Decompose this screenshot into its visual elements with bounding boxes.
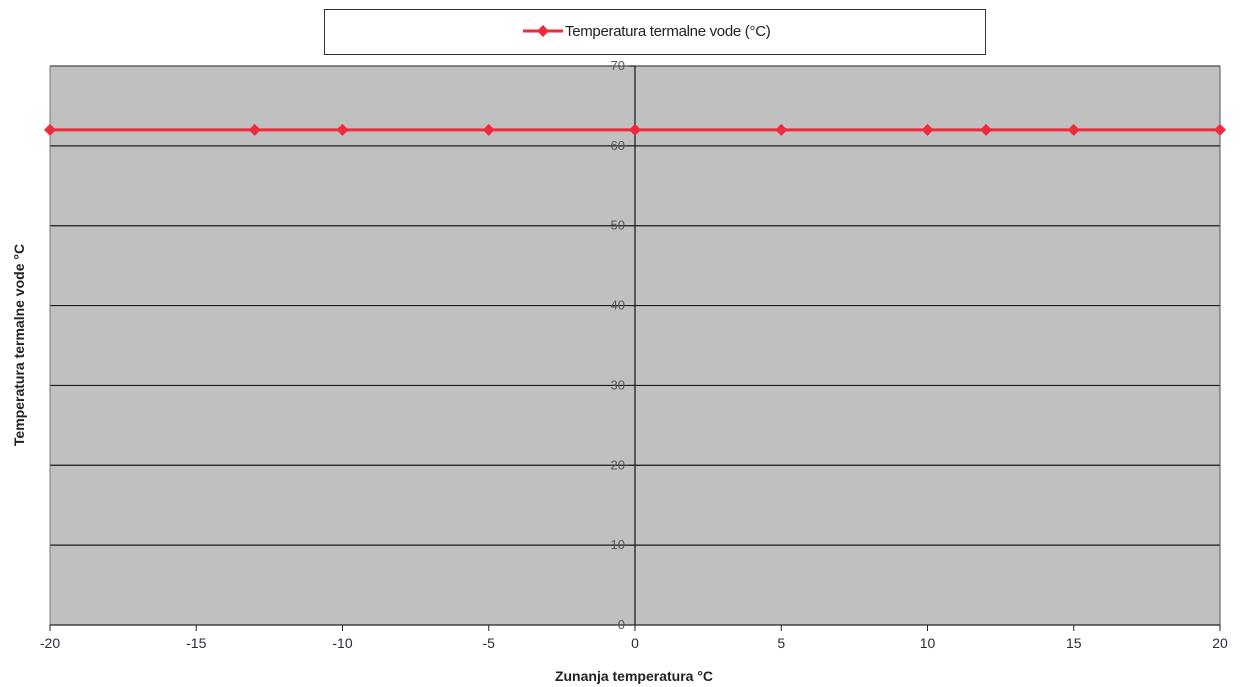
x-tick-label: 5 (777, 635, 785, 651)
x-tick-label: -15 (186, 635, 206, 651)
data-point-marker (44, 123, 56, 136)
y-tick-label: 40 (611, 298, 625, 313)
data-point-marker (980, 123, 992, 136)
data-point-marker (336, 123, 349, 136)
x-tick-label: 20 (1212, 635, 1228, 651)
data-point-marker (248, 123, 261, 136)
chart-legend: Temperatura termalne vode (°C) (324, 9, 986, 55)
data-point-marker (921, 123, 934, 136)
x-axis-title: Zunanja temperatura °C (555, 668, 713, 684)
data-point-marker (1067, 123, 1080, 136)
data-point-marker (482, 123, 495, 136)
y-tick-label: 0 (618, 617, 625, 632)
legend-series-label: Temperatura termalne vode (°C) (565, 23, 771, 40)
y-tick-label: 20 (611, 457, 625, 472)
plot-area: 0 10 20 30 40 50 60 70 -20 -15 -10 -5 0 5 10 15 20 (40, 58, 1228, 651)
x-tick-label: -10 (332, 635, 352, 651)
y-tick-label: 60 (611, 138, 625, 153)
data-point-marker (1214, 123, 1226, 136)
y-axis-title: Temperatura termalne vode °C (11, 244, 27, 446)
legend-series-swatch (523, 25, 563, 37)
x-tick-label: -5 (483, 635, 496, 651)
x-tick-label: -20 (40, 635, 60, 651)
y-tick-label: 50 (611, 218, 625, 233)
y-tick-label: 10 (611, 537, 625, 552)
y-tick-label: 30 (611, 377, 625, 392)
x-tick-label: 0 (631, 635, 639, 651)
y-tick-label: 70 (611, 58, 625, 73)
data-point-marker (629, 123, 641, 136)
data-point-marker (775, 123, 788, 136)
x-tick-label: 10 (920, 635, 936, 651)
x-tick-label: 15 (1066, 635, 1082, 651)
